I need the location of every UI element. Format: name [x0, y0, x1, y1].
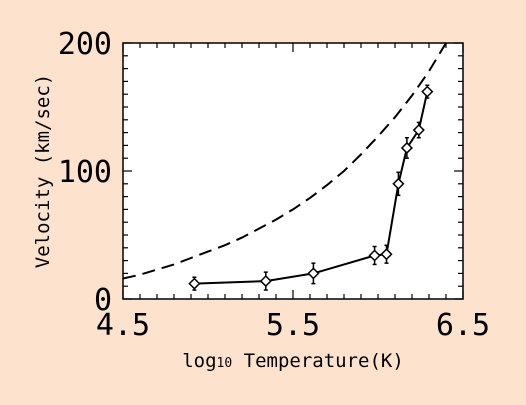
series-layer [123, 43, 447, 291]
tick-labels: 4.5 5.5 6.5 0 100 200 [58, 27, 490, 343]
data-point-diamond [307, 267, 320, 280]
data-point-diamond [400, 141, 413, 155]
x-axis-label-subscript: 10 [217, 356, 233, 371]
x-tick-label: 5.5 [266, 308, 320, 343]
x-axis-label: log10 Temperature(K) [182, 350, 404, 372]
x-tick-label: 6.5 [436, 308, 490, 343]
x-tick-label: 4.5 [96, 308, 150, 343]
data-point-diamond [421, 85, 434, 98]
x-axis-label-suffix: Temperature(K) [232, 350, 404, 372]
y-tick-label: 0 [94, 283, 112, 318]
data-point-diamond [412, 123, 425, 137]
data-point-diamond [259, 275, 272, 288]
data-point-diamond [188, 277, 201, 290]
y-tick-label: 100 [58, 155, 112, 190]
data-point-diamond [368, 249, 381, 262]
data-point-diamond [380, 248, 393, 261]
data-point-diamond [392, 177, 405, 190]
axis-ticks [122, 42, 464, 300]
y-axis-label: Velocity (km/sec) [32, 74, 54, 268]
x-axis-label-prefix: log [182, 350, 216, 372]
y-tick-label: 200 [58, 27, 112, 62]
plot-area [122, 42, 464, 300]
